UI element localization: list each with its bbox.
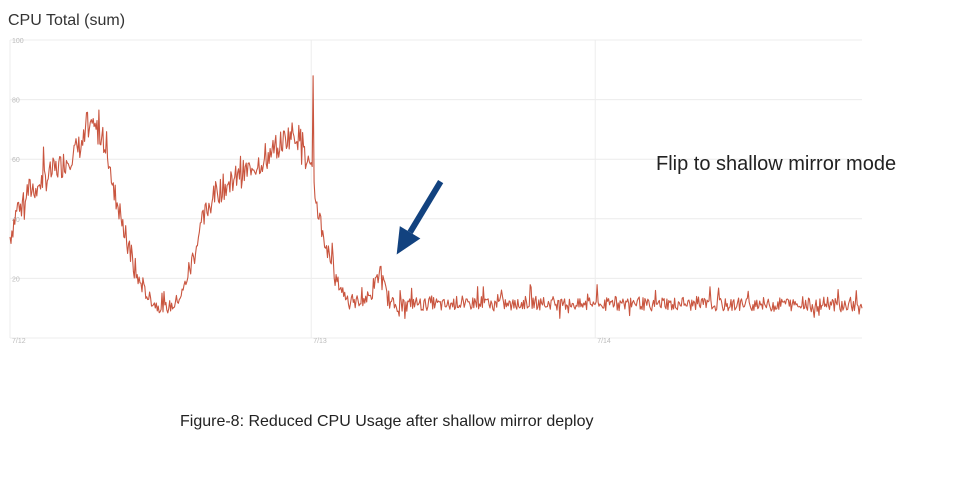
y-tick-label: 20 [12, 276, 20, 283]
chart-title: CPU Total (sum) [8, 12, 126, 29]
tick-labels: 100 80 60 40 20 7/12 7/13 7/14 [12, 38, 611, 345]
arrow-head [396, 226, 421, 255]
figure-caption: Figure-8: Reduced CPU Usage after shallo… [180, 413, 594, 430]
y-tick-label: 60 [12, 157, 20, 164]
x-tick-label: 7/14 [597, 338, 611, 345]
grid [9, 39, 862, 339]
y-tick-label: 40 [12, 217, 20, 224]
y-tick-label: 100 [12, 38, 24, 45]
arrow-shaft [407, 180, 444, 234]
series-line-cpu-total [9, 75, 863, 320]
x-tick-label: 7/13 [313, 338, 327, 345]
cpu-chart: 100 80 60 40 20 7/12 7/13 7/14 [9, 38, 863, 345]
y-tick-label: 80 [12, 98, 20, 105]
annotation-label: Flip to shallow mirror mode [656, 153, 897, 175]
annotation-arrow [396, 180, 444, 255]
x-tick-label: 7/12 [12, 338, 26, 345]
